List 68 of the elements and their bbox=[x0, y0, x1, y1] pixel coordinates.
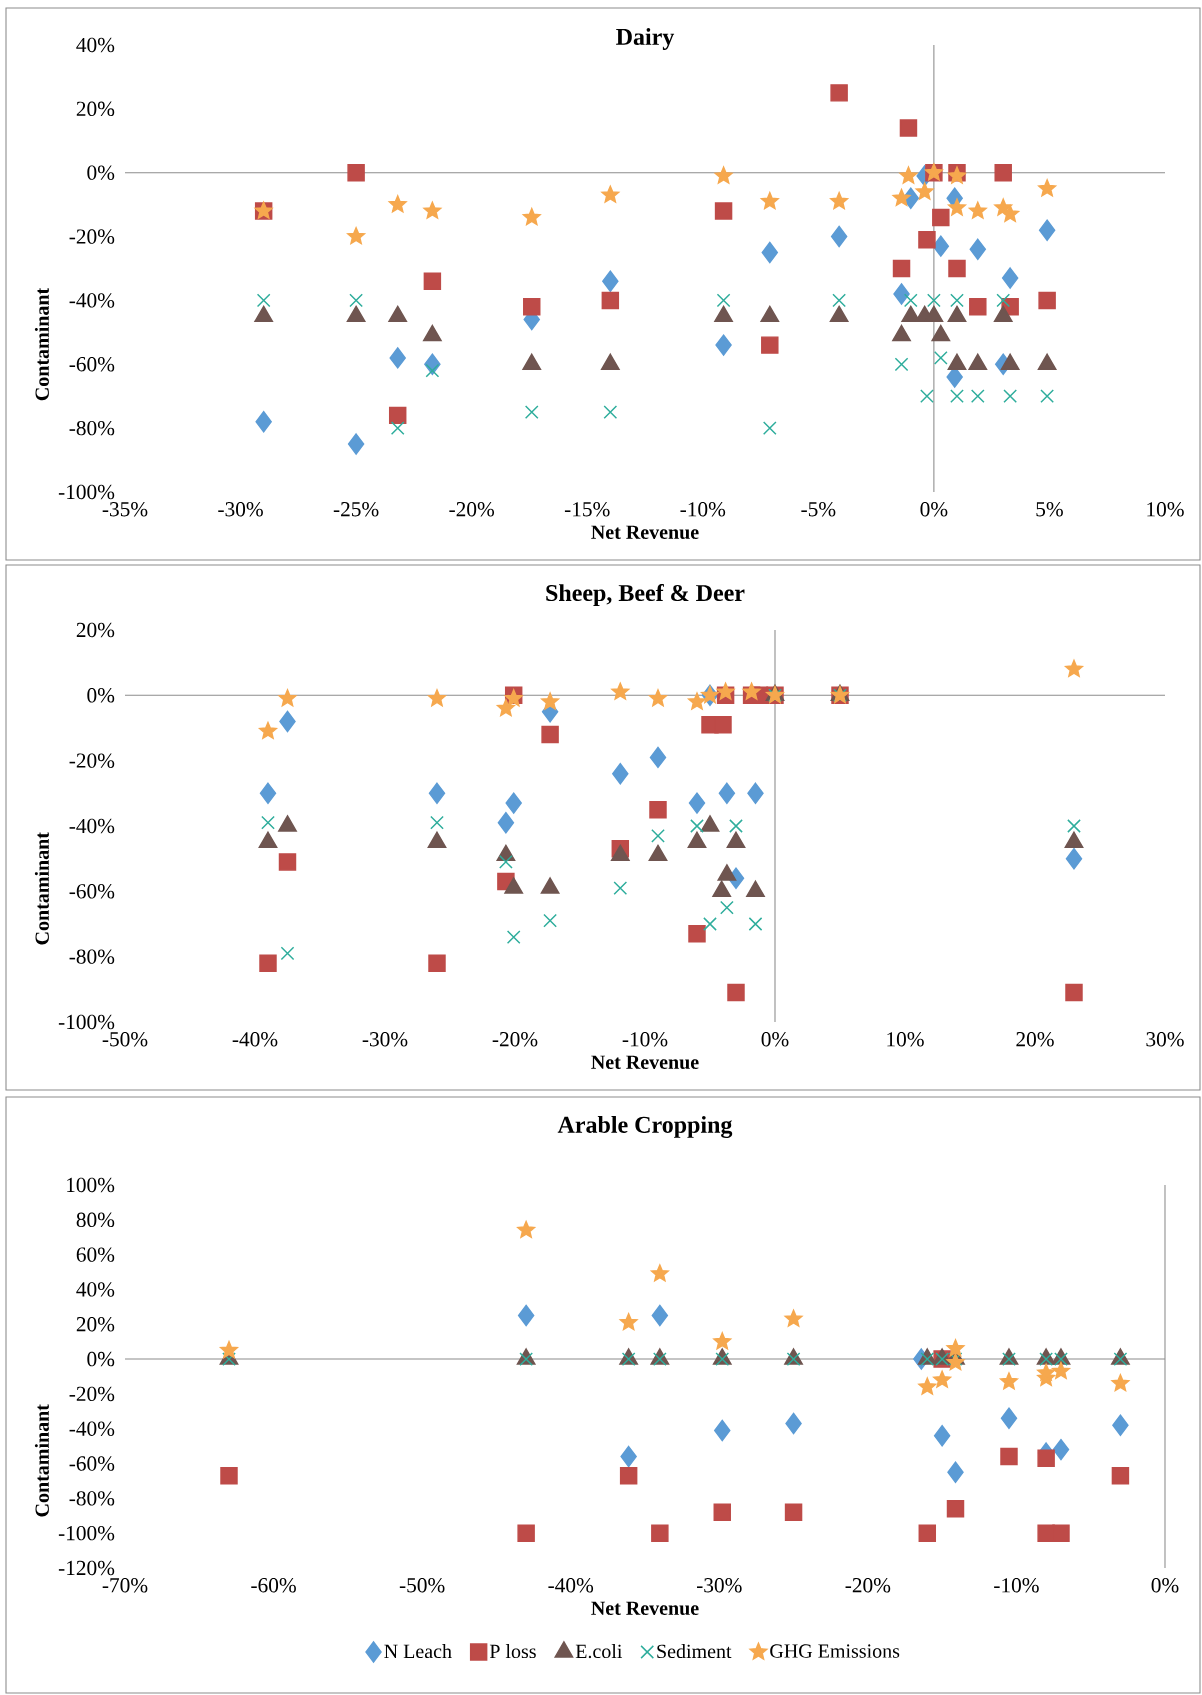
legend-label: P loss bbox=[489, 1644, 536, 1659]
y-axis-title: Contaminant bbox=[34, 1404, 49, 1517]
y-tick-label: 20% bbox=[76, 622, 115, 638]
x-tick-label: 0% bbox=[1151, 1578, 1179, 1593]
y-tick-label: -80% bbox=[69, 949, 115, 964]
x-axis-title: Net Revenue bbox=[591, 1055, 699, 1069]
y-tick-label: -60% bbox=[69, 1456, 115, 1471]
x-tick-label: -70% bbox=[102, 1578, 148, 1593]
legend-label: Sediment bbox=[657, 1644, 732, 1659]
y-tick-label: -40% bbox=[69, 293, 115, 308]
legend-label: E.coli bbox=[575, 1644, 623, 1659]
x-tick-label: -50% bbox=[399, 1578, 445, 1593]
y-tick-label: 60% bbox=[76, 1247, 115, 1262]
y-axis-title: Contaminant bbox=[34, 832, 49, 945]
x-tick-label: 20% bbox=[1016, 1032, 1054, 1047]
x-tick-label: -50% bbox=[102, 1032, 148, 1047]
x-tick-label: -10% bbox=[994, 1578, 1039, 1593]
x-axis-title: Net Revenue bbox=[591, 525, 699, 539]
x-tick-label: -20% bbox=[845, 1578, 891, 1593]
y-tick-label: 100% bbox=[67, 1177, 115, 1193]
x-tick-label: 0% bbox=[920, 502, 948, 517]
x-tick-label: 30% bbox=[1146, 1032, 1184, 1047]
y-tick-label: -80% bbox=[69, 1491, 115, 1506]
y-tick-label: 40% bbox=[76, 37, 115, 53]
x-tick-label: 0% bbox=[761, 1032, 789, 1047]
chart-title: Arable Cropping bbox=[557, 1116, 733, 1138]
y-tick-label: -40% bbox=[69, 818, 115, 834]
x-axis-title: Net Revenue bbox=[591, 1601, 699, 1616]
y-tick-label: -120% bbox=[58, 1560, 115, 1576]
x-tick-label: 10% bbox=[1147, 502, 1184, 517]
chart-title: Sheep, Beef & Deer bbox=[546, 583, 745, 606]
x-tick-label: -10% bbox=[680, 502, 726, 517]
x-tick-label: -20% bbox=[492, 1032, 538, 1047]
x-tick-label: -5% bbox=[801, 502, 836, 517]
x-tick-label: -40% bbox=[232, 1032, 278, 1047]
x-tick-label: -30% bbox=[696, 1578, 742, 1593]
x-tick-label: -35% bbox=[102, 502, 148, 517]
y-axis-title: Contaminant bbox=[34, 287, 49, 401]
y-tick-label: 0% bbox=[87, 165, 115, 180]
y-tick-label: -100% bbox=[58, 484, 115, 500]
y-tick-label: -40% bbox=[69, 1421, 115, 1436]
y-tick-label: 0% bbox=[87, 1351, 115, 1367]
y-tick-label: -20% bbox=[69, 753, 115, 768]
x-tick-label: 5% bbox=[1036, 502, 1063, 517]
y-tick-label: -100% bbox=[58, 1525, 115, 1541]
y-tick-label: 20% bbox=[76, 1317, 115, 1332]
y-tick-label: 40% bbox=[76, 1282, 115, 1297]
x-tick-label: -60% bbox=[251, 1578, 296, 1593]
x-tick-label: -10% bbox=[622, 1032, 668, 1047]
x-tick-label: -20% bbox=[449, 502, 495, 517]
x-tick-label: -25% bbox=[333, 502, 379, 517]
x-tick-label: -15% bbox=[564, 502, 610, 517]
y-tick-label: -80% bbox=[69, 420, 115, 436]
legend-label: GHG Emissions bbox=[770, 1644, 900, 1658]
x-tick-label: -30% bbox=[218, 502, 263, 517]
chart-title: Dairy bbox=[616, 28, 675, 50]
y-tick-label: 20% bbox=[76, 101, 115, 117]
y-tick-label: -20% bbox=[69, 229, 115, 244]
y-tick-label: 80% bbox=[76, 1212, 115, 1228]
y-tick-label: -20% bbox=[69, 1386, 115, 1402]
x-tick-label: -30% bbox=[362, 1032, 408, 1047]
x-tick-label: -40% bbox=[548, 1578, 594, 1593]
y-tick-label: 0% bbox=[87, 688, 115, 703]
y-tick-label: -60% bbox=[69, 357, 115, 372]
y-tick-label: -100% bbox=[58, 1014, 115, 1030]
x-tick-label: 10% bbox=[887, 1032, 924, 1047]
legend-label: N Leach bbox=[384, 1644, 452, 1659]
y-tick-label: -60% bbox=[69, 884, 115, 899]
